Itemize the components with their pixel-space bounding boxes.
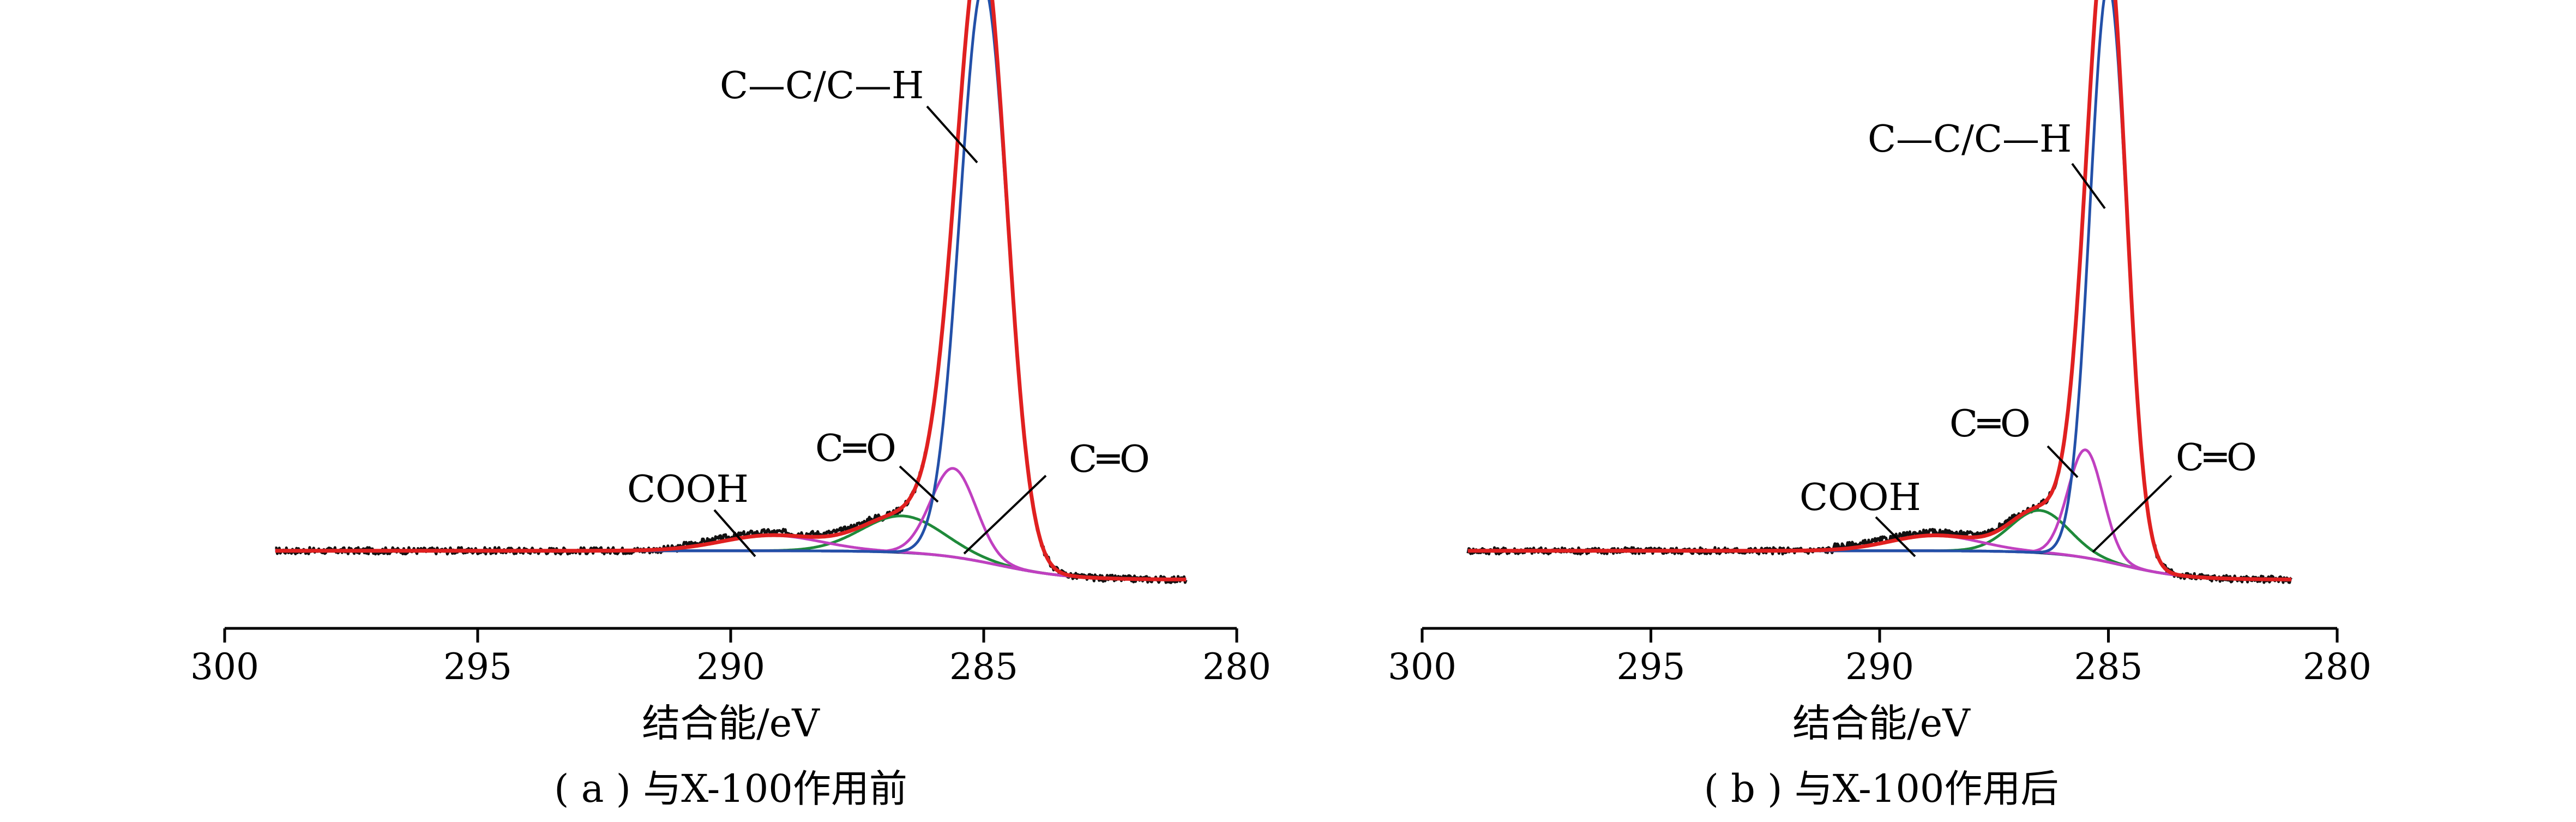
panel-b-x-ticks bbox=[1421, 628, 2339, 643]
panel-b: 300 295 290 285 280 结合能/eV ( b ) 与X-100作… bbox=[1388, 0, 2372, 811]
panel-b-leader-co-1 bbox=[2047, 445, 2079, 478]
panel-b-tick-label-295: 295 bbox=[1617, 646, 1686, 688]
panel-b-label-co-2: C═O bbox=[2176, 436, 2257, 479]
panel-b-caption: ( b ) 与X-100作用后 bbox=[1704, 766, 2059, 811]
panel-a: 300 295 290 285 280 结合能/eV ( a ) 与X-100作… bbox=[190, 0, 1271, 811]
panel-b-x-axis-label: 结合能/eV bbox=[1792, 701, 1971, 746]
panel-a-leader-co-1 bbox=[899, 465, 939, 503]
panel-b-label-cooh: COOH bbox=[1799, 476, 1921, 519]
panel-b-label-co-1: C═O bbox=[1949, 403, 2031, 446]
panel-a-leader-cc-ch bbox=[926, 105, 978, 164]
panel-a-label-co-2: C═O bbox=[1069, 438, 1150, 481]
panel-b-tick-label-285: 285 bbox=[2074, 646, 2143, 688]
panel-a-series-component-2 bbox=[275, 514, 1187, 581]
panel-a-caption: ( a ) 与X-100作用前 bbox=[554, 766, 907, 811]
panel-a-leader-co-2 bbox=[963, 475, 1047, 555]
panel-b-leader-cc-ch bbox=[2071, 163, 2106, 209]
panel-a-plot bbox=[274, 0, 1188, 584]
panel-b-tick-labels: 300 295 290 285 280 bbox=[1388, 646, 2372, 688]
panel-a-tick-labels: 300 295 290 285 280 bbox=[190, 646, 1271, 688]
panel-a-tick-label-295: 295 bbox=[443, 646, 512, 688]
panel-a-series-envelope bbox=[274, 0, 1187, 581]
panel-a-tick-label-300: 300 bbox=[190, 646, 259, 688]
panel-a-leader-cooh bbox=[713, 509, 756, 557]
panel-a-label-co-1: C═O bbox=[815, 427, 896, 470]
panel-b-leader-co-2 bbox=[2092, 475, 2172, 553]
panel-b-tick-label-300: 300 bbox=[1388, 646, 1456, 688]
panel-a-x-axis-label: 结合能/eV bbox=[642, 701, 820, 746]
panel-a-x-ticks bbox=[223, 628, 1238, 643]
panel-a-tick-label-280: 280 bbox=[1202, 646, 1271, 688]
panel-a-label-cooh: COOH bbox=[627, 468, 749, 511]
panel-b-plot bbox=[1466, 0, 2293, 584]
panel-b-tick-label-290: 290 bbox=[1845, 646, 1914, 688]
panel-a-label-cc-ch: C—C/C—H bbox=[720, 64, 924, 107]
panel-b-label-cc-ch: C—C/C—H bbox=[1868, 118, 2072, 161]
panel-a-tick-label-285: 285 bbox=[949, 646, 1018, 688]
panel-b-tick-label-280: 280 bbox=[2303, 646, 2372, 688]
panel-b-leader-cooh bbox=[1875, 516, 1916, 557]
panel-b-series-envelope bbox=[1467, 0, 2292, 581]
panel-a-tick-label-290: 290 bbox=[696, 646, 765, 688]
